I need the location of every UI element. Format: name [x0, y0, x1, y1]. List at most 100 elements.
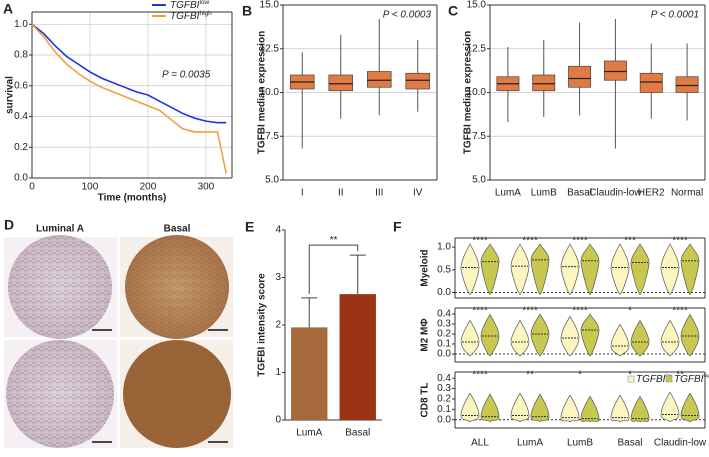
column-title: Luminal A [36, 224, 84, 235]
y-tick-label: 10.0 [467, 87, 487, 98]
violin [660, 319, 680, 357]
significance: **** [572, 306, 588, 317]
box [568, 65, 592, 88]
survival-curve [31, 23, 227, 124]
violin [530, 393, 550, 423]
y-tick-label: 0.4 [14, 111, 28, 122]
x-tick-label: ALL [471, 438, 489, 449]
significance: ** [676, 370, 684, 381]
significance: **** [572, 236, 588, 247]
y-tick-label: 0.0 [14, 173, 28, 184]
y-tick-label: 0.0 [437, 414, 451, 425]
violin [510, 243, 530, 296]
x-tick-label: Basal [567, 188, 592, 199]
violin [610, 394, 630, 423]
violin [580, 313, 600, 357]
y-axis-title: TGFBI intensity score [257, 273, 268, 377]
x-tick-label: LumB [567, 438, 593, 449]
legend-sup: low [199, 0, 209, 6]
tissue-texture [6, 340, 114, 448]
y-tick-label: 0.0 [437, 349, 451, 360]
significance: *** [624, 236, 636, 247]
significance: **** [472, 306, 488, 317]
y-tick-label: 0.1 [437, 404, 451, 415]
violin [480, 393, 500, 423]
y-tick-label: 0.2 [437, 329, 451, 340]
y-tick-label: 15.0 [467, 0, 487, 11]
significance: * [628, 370, 632, 381]
y-tick-label: 0.3 [437, 319, 451, 330]
y-tick-label: 0.2 [437, 394, 451, 405]
significance: **** [522, 306, 538, 317]
y-axis-title: Myeloid [420, 249, 431, 286]
violin [560, 315, 580, 357]
box [675, 76, 699, 93]
x-tick-label: Basal [345, 428, 370, 439]
significance-bracket [308, 244, 359, 294]
x-tick-label: LumB [531, 188, 557, 199]
x-tick-label: III [375, 188, 383, 199]
legend-label: TGFBIlow [636, 373, 673, 384]
y-tick-label: 0 [275, 415, 281, 426]
violin [480, 313, 500, 357]
violin [510, 392, 530, 423]
violin [610, 243, 630, 296]
x-tick-label: LumA [296, 428, 322, 439]
legend-name: TGFBI [636, 374, 666, 385]
panel-label: F [393, 219, 402, 235]
box [603, 60, 627, 81]
y-tick-label: 5.0 [265, 175, 279, 186]
violin [680, 392, 700, 423]
x-tick-label: I [301, 188, 304, 199]
violin [660, 243, 680, 296]
y-tick-label: 0.8 [14, 50, 28, 61]
violin [460, 392, 480, 423]
scale-bars [92, 329, 228, 443]
y-axis-title: TGFBI median expression [463, 31, 474, 154]
violin [630, 395, 650, 423]
x-tick-label: 200 [140, 182, 157, 193]
x-tick-label: 0 [29, 182, 35, 193]
y-tick-label: 15.0 [260, 0, 280, 11]
legend-label: TGFBIlow [170, 0, 210, 11]
tissue-texture [123, 340, 231, 448]
legend-sup: high [199, 10, 212, 17]
violin [630, 243, 650, 296]
legend-sup: low [665, 373, 673, 378]
significance: **** [522, 236, 538, 247]
x-tick-label: Claudin-low [589, 188, 642, 199]
survival-curve [31, 23, 227, 174]
panel-label: D [4, 217, 14, 233]
box [639, 72, 663, 93]
y-tick-label: 0.4 [437, 309, 451, 320]
bar [339, 294, 376, 420]
y-tick-label: 7.5 [472, 131, 486, 142]
legend-label: TGFBIhigh [674, 373, 709, 384]
legend-name: TGFBI [170, 11, 200, 22]
x-tick-label: 300 [198, 182, 215, 193]
y-tick-label: 1 [275, 367, 281, 378]
panel-label: E [245, 219, 254, 235]
legend-label: TGFBIhigh [170, 10, 212, 22]
significance: * [628, 306, 632, 317]
significance: **** [672, 306, 688, 317]
box [405, 72, 431, 90]
x-tick-label: Normal [671, 188, 703, 199]
y-tick-label: 4 [275, 225, 281, 236]
violin [610, 323, 630, 357]
x-tick-label: Claudin-low [654, 438, 707, 449]
x-tick-label: II [338, 188, 344, 199]
legend-swatch [665, 375, 673, 383]
x-axis-title: Time (months) [98, 193, 167, 204]
y-tick-label: 1.0 [14, 19, 28, 30]
box [366, 71, 392, 88]
significance: **** [472, 370, 488, 381]
violin [680, 313, 700, 357]
violin [460, 243, 480, 296]
legend-swatch [627, 375, 635, 383]
significance: * [578, 370, 582, 381]
legend-name: TGFBI [170, 0, 200, 11]
violin [460, 319, 480, 357]
x-tick-label: HER2 [638, 188, 665, 199]
y-tick-label: 1.0 [437, 242, 451, 253]
